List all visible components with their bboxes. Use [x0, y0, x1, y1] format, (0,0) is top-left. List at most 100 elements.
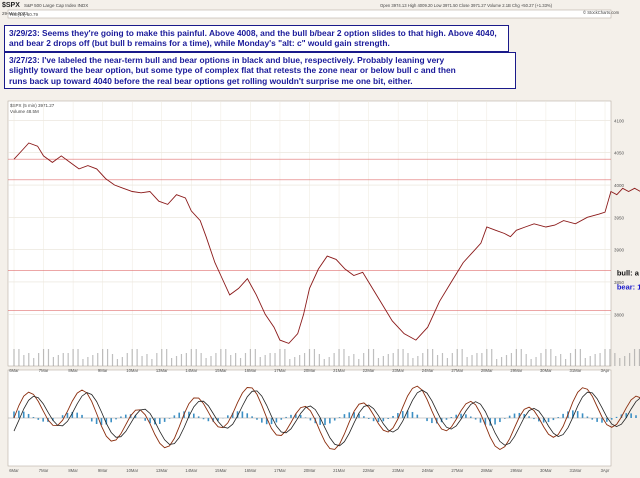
x-tick-label: 8Mar [68, 368, 78, 373]
x-tick-label: 27Mar [451, 368, 463, 373]
volume-bar [73, 349, 74, 366]
macd-histogram-bar [582, 413, 584, 418]
volume-bar [38, 353, 39, 366]
volume-bar [506, 355, 507, 366]
volume-bar [417, 356, 418, 366]
quote-label: Open 3974.13 High 4009.20 Low 3971.50 Cl… [380, 3, 553, 8]
x-tick-label-macd: 24Mar [422, 468, 434, 473]
x-tick-label-macd: 10Mar [126, 468, 138, 473]
volume-bar [196, 349, 197, 366]
macd-histogram-bar [611, 418, 613, 420]
volume-bar [284, 349, 285, 366]
macd-histogram-bar [174, 415, 176, 418]
macd-histogram-bar [37, 418, 39, 420]
volume-bar [225, 349, 226, 366]
macd-histogram-bar [334, 418, 336, 421]
volume-bar [634, 349, 635, 366]
symbol-label: $SPX [2, 2, 20, 9]
x-tick-label: 30Mar [540, 368, 552, 373]
volume-bar [338, 349, 339, 366]
x-tick-label: 15Mar [215, 368, 227, 373]
volume-bar [146, 354, 147, 366]
volume-bar [609, 349, 610, 366]
watermark-label: © StockCharts.com [583, 10, 620, 15]
volume-bar [412, 358, 413, 366]
volume-bar [363, 353, 364, 366]
y-tick-label: 4000 [614, 183, 625, 188]
macd-histogram-bar [324, 418, 326, 425]
macd-histogram-bar [242, 411, 244, 418]
macd-histogram-bar [125, 415, 127, 418]
macd-histogram-bar [310, 418, 312, 420]
x-tick-label: 16Mar [244, 368, 256, 373]
macd-histogram-bar [28, 414, 30, 418]
x-tick-label-macd: 21Mar [333, 468, 345, 473]
volume-bar [279, 349, 280, 366]
x-tick-label: 21Mar [333, 368, 345, 373]
x-tick-label: 9Mar [98, 368, 108, 373]
volume-bar [255, 349, 256, 366]
volume-bar [13, 349, 14, 366]
volume-bar [535, 357, 536, 366]
volume-bar [77, 349, 78, 366]
x-tick-label: 20Mar [304, 368, 316, 373]
volume-bar [476, 353, 477, 366]
volume-bar [388, 354, 389, 366]
volume-bar [550, 349, 551, 366]
macd-histogram-bar [577, 411, 579, 418]
volume-bar [43, 349, 44, 366]
volume-bar [92, 355, 93, 366]
macd-histogram-bar [344, 414, 346, 418]
macd-histogram-bar [528, 416, 530, 418]
volume-bar [171, 358, 172, 366]
x-tick-label-macd: 31Mar [570, 468, 582, 473]
volume-bar [560, 354, 561, 366]
volume-bar [471, 355, 472, 366]
macd-histogram-bar [276, 418, 278, 422]
volume-bar [432, 349, 433, 366]
x-tick-label-macd: 16Mar [244, 468, 256, 473]
macd-histogram-bar [300, 415, 302, 418]
note-3-27-line-3: runs back up toward 4040 before the real… [9, 76, 511, 86]
volume-bar [18, 349, 19, 366]
volume-bar [481, 353, 482, 366]
volume-bar [102, 349, 103, 366]
x-tick-label-macd: 23Mar [392, 468, 404, 473]
x-tick-label-macd: 9Mar [98, 468, 108, 473]
x-tick-label-macd: 7Mar [39, 468, 49, 473]
volume-bar [304, 353, 305, 366]
volume-bar [353, 354, 354, 366]
volume-bar [127, 353, 128, 366]
macd-histogram-bar [178, 413, 180, 418]
volume-bar [235, 353, 236, 366]
macd-histogram-bar [616, 417, 618, 418]
y-tick-label: 4100 [614, 118, 625, 123]
x-tick-label-macd: 17Mar [274, 468, 286, 473]
volume-bar [324, 359, 325, 366]
volume-bar [452, 353, 453, 366]
wave-label: bear: 1 [617, 283, 640, 292]
volume-bar [230, 355, 231, 366]
macd-histogram-bar [373, 418, 375, 421]
volume-bar [309, 349, 310, 366]
volume-bar [181, 354, 182, 366]
volume-label: Volume 48.5M [10, 109, 39, 114]
volume-bar [565, 359, 566, 366]
x-tick-label: 22Mar [363, 368, 375, 373]
macd-histogram-bar [378, 418, 380, 422]
macd-histogram-bar [548, 418, 550, 422]
volume-bar [368, 349, 369, 366]
volume-bar [329, 357, 330, 366]
macd-histogram-bar [363, 416, 365, 418]
x-tick-label-macd: 8Mar [68, 468, 78, 473]
macd-histogram-bar [290, 415, 292, 418]
y-tick-label: 3950 [614, 215, 625, 220]
macd-histogram-bar [509, 416, 511, 418]
volume-bar [398, 349, 399, 366]
volume-bar [141, 356, 142, 366]
macd-histogram-bar [76, 413, 78, 418]
volume-bar [511, 353, 512, 366]
volume-bar [407, 353, 408, 366]
macd-histogram-bar [494, 418, 496, 425]
note-3-29-line-2: and bear 2 drops off (but bull b remains… [9, 38, 504, 48]
